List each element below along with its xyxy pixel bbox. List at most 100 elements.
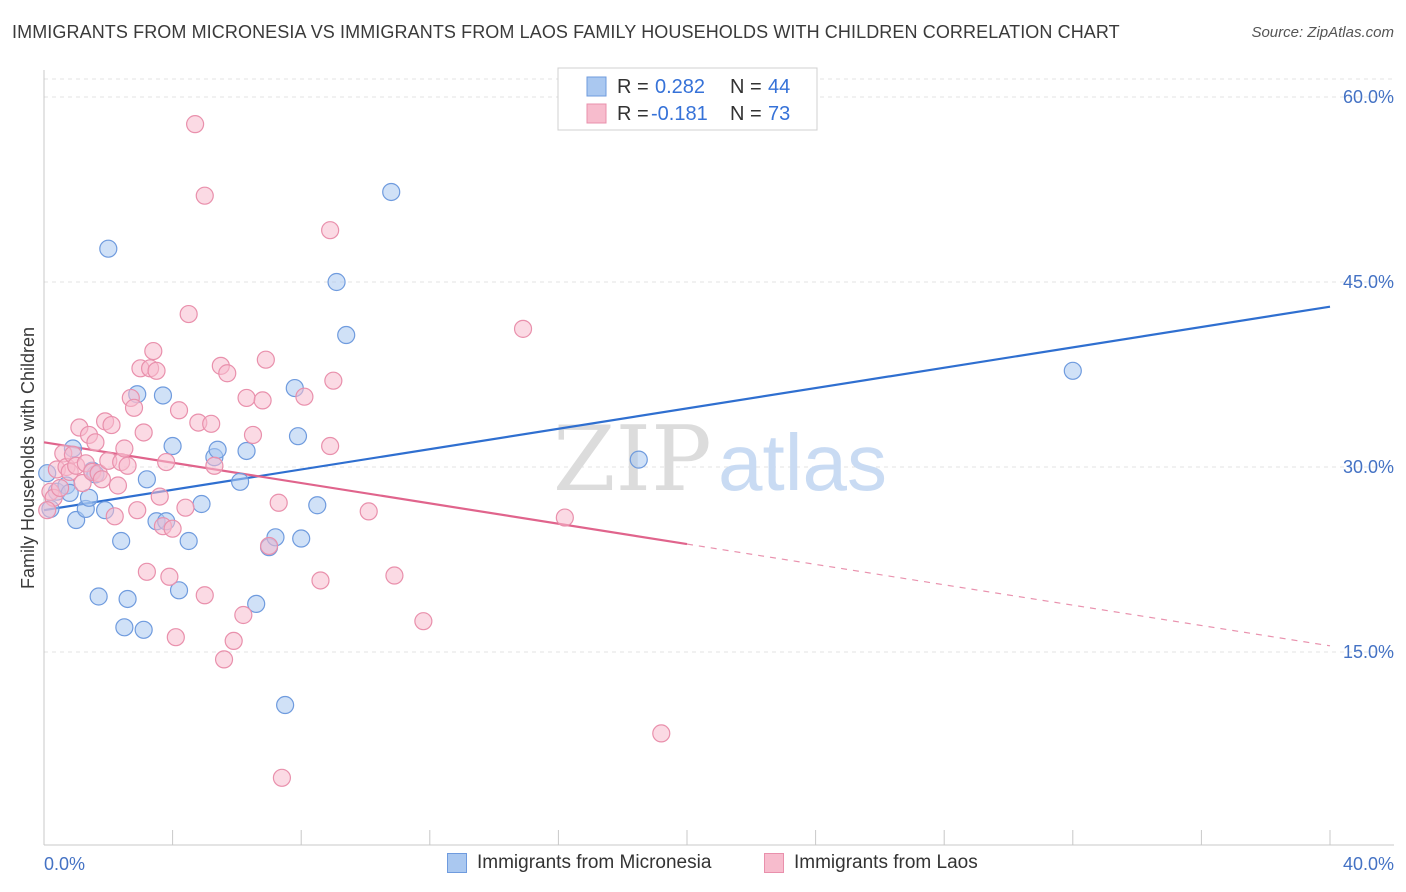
point-laos [169,401,189,420]
point-micronesia [382,182,401,202]
point-laos [202,414,221,433]
trend-line-laos-dashed [686,543,1331,647]
point-micronesia [247,594,266,614]
point-laos [218,364,237,383]
point-laos [259,536,279,556]
point-laos [324,371,343,390]
watermark-atlas: atlas [718,418,887,507]
legend-r-label-2: R = [617,103,649,125]
legend-r-value-1: 0.282 [655,76,705,98]
point-laos [147,361,166,380]
point-laos [237,388,256,408]
legend-n-label-1: N = [730,76,762,98]
point-laos [137,562,156,581]
y-tick-labels: 15.0% 30.0% 45.0% 60.0% [1343,87,1394,662]
bottom-legend-label-micronesia: Immigrants from Micronesia [477,852,712,873]
data-points [38,115,1082,787]
point-micronesia [288,427,308,446]
source-label: Source: ZipAtlas.com [1251,24,1394,41]
point-micronesia [163,436,182,456]
point-laos [176,498,195,517]
point-laos [92,470,111,489]
point-laos [166,628,185,647]
bottom-legend-micronesia: Immigrants from Micronesia [447,852,711,874]
point-laos [160,567,179,586]
bottom-legend-swatch-pink [764,853,784,873]
point-micronesia [169,581,189,600]
legend-n-value-2: 73 [768,103,790,125]
point-laos [256,350,275,369]
y-tick-label-60: 60.0% [1343,87,1394,107]
bottom-legend-laos: Immigrants from Laos [764,852,978,874]
point-laos [195,586,214,605]
x-tick-label-max: 40.0% [1343,854,1394,874]
point-laos [179,304,198,324]
point-laos [124,398,144,417]
point-micronesia [292,529,311,548]
point-laos [272,768,292,787]
point-laos [163,519,182,538]
point-laos [652,724,671,743]
point-laos [50,478,70,498]
point-laos [243,425,263,445]
point-micronesia [237,441,256,461]
point-laos [195,186,214,205]
point-micronesia [192,494,211,514]
point-laos [513,319,533,338]
point-micronesia [134,620,153,639]
gridlines [44,78,1394,653]
point-micronesia [89,587,108,606]
point-micronesia [118,589,137,609]
point-micronesia [276,695,295,715]
x-tick-label-min: 0.0% [44,854,85,874]
bottom-legend-swatch-blue [447,853,467,873]
point-micronesia [99,239,118,258]
point-laos [311,571,330,590]
point-micronesia [629,450,648,469]
point-micronesia [1063,361,1082,380]
legend-swatch-blue [586,76,607,97]
point-laos [128,501,147,520]
point-laos [150,487,169,506]
point-micronesia [337,325,356,345]
point-laos [269,493,288,512]
y-tick-label-30: 30.0% [1343,457,1394,477]
point-laos [144,341,163,361]
point-micronesia [112,531,131,551]
point-micronesia [308,496,327,515]
point-micronesia [327,272,346,292]
point-laos [134,423,153,442]
legend-n-label-2: N = [730,103,762,125]
point-laos [115,439,134,458]
point-laos [102,415,121,435]
point-laos [157,452,176,472]
point-laos [205,456,224,475]
legend-swatch-pink [586,103,607,124]
point-laos [295,387,314,406]
point-laos [321,221,340,240]
point-laos [414,612,433,631]
point-laos [105,507,124,526]
point-laos [321,436,340,456]
x-ticks [172,830,1331,845]
point-micronesia [153,386,173,405]
legend-n-value-1: 44 [768,76,790,98]
point-laos [186,115,205,134]
point-laos [359,502,378,521]
trend-lines [43,305,1331,647]
point-laos [214,650,234,669]
point-laos [224,631,243,651]
point-laos [86,433,105,452]
point-micronesia [137,470,156,489]
point-micronesia [115,618,134,637]
point-laos [108,476,128,495]
point-micronesia [208,440,227,459]
y-axis-label: Family Households with Children [18,327,38,589]
trend-line-laos [43,441,688,546]
y-tick-label-45: 45.0% [1343,272,1394,292]
legend-r-value-2: -0.181 [651,103,708,125]
bottom-legend-label-laos: Immigrants from Laos [794,852,978,873]
point-laos [253,391,272,410]
top-legend: R = 0.282 N = 44 R = -0.181 N = 73 [557,67,818,131]
